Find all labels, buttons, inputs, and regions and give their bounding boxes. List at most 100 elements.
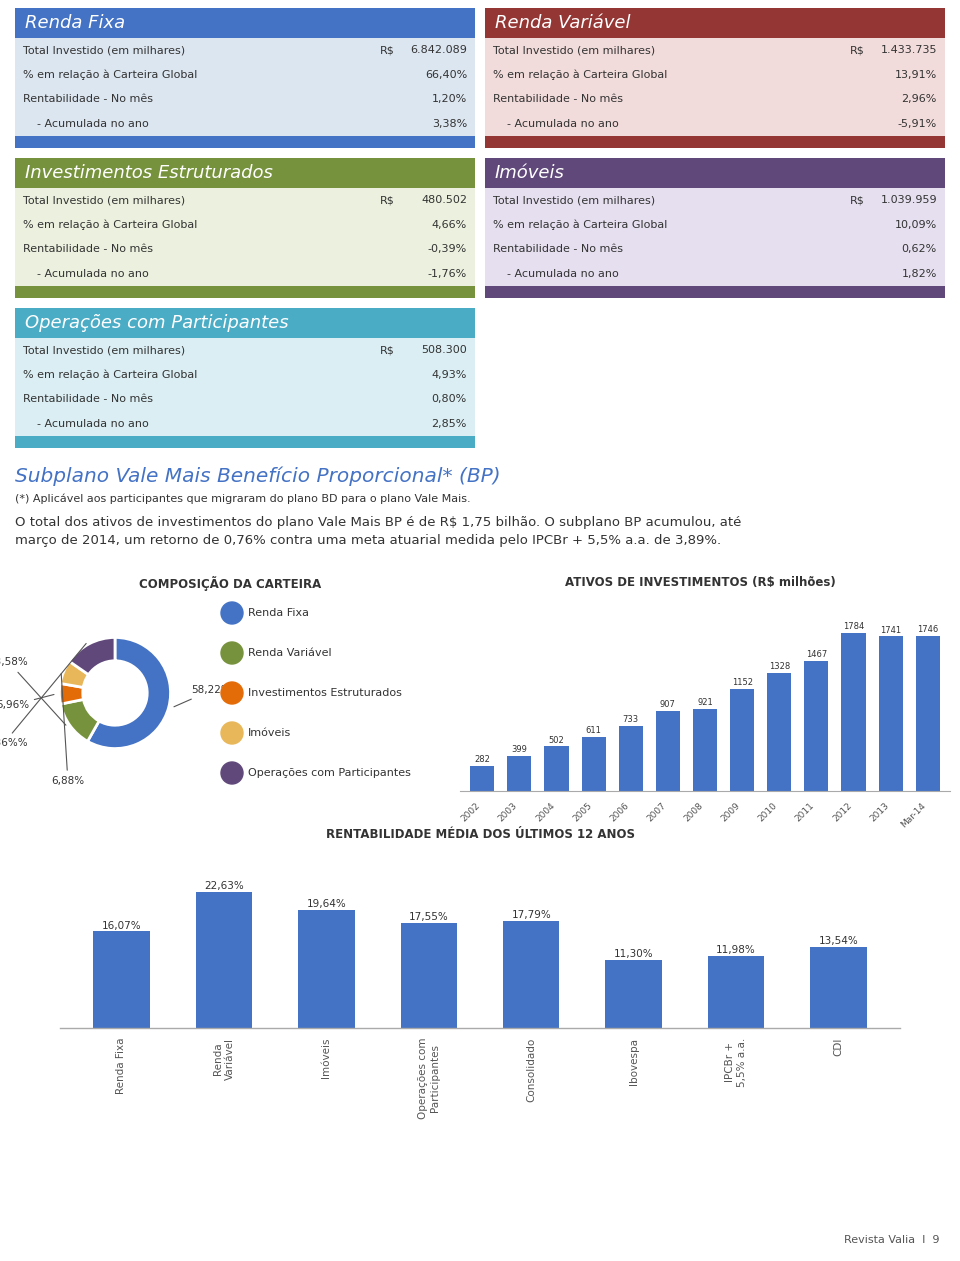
Text: 2,85%: 2,85%	[432, 419, 467, 429]
Text: 4,66%: 4,66%	[432, 219, 467, 230]
Text: 10,09%: 10,09%	[895, 219, 937, 230]
Text: 58,22%: 58,22%	[174, 685, 231, 706]
Circle shape	[221, 723, 243, 744]
Text: 921: 921	[697, 699, 713, 707]
Text: 11,98%: 11,98%	[716, 944, 756, 955]
Text: 17,55%: 17,55%	[409, 912, 448, 922]
Bar	[15, 338, 475, 436]
Text: - Acumulada no ano: - Acumulada no ano	[23, 419, 149, 429]
Bar	[15, 8, 475, 38]
Bar	[693, 709, 717, 791]
Text: 1,82%: 1,82%	[901, 269, 937, 279]
Text: 13,58%: 13,58%	[0, 657, 66, 725]
Text: Renda Variável: Renda Variável	[248, 648, 331, 658]
Text: 907: 907	[660, 700, 676, 709]
Bar	[485, 136, 945, 148]
Bar	[810, 947, 867, 1028]
Text: 1784: 1784	[843, 622, 864, 630]
Text: R$: R$	[380, 45, 395, 55]
Bar	[93, 932, 150, 1028]
Text: Total Investido (em milhares): Total Investido (em milhares)	[23, 195, 185, 206]
Text: 19,64%: 19,64%	[306, 899, 347, 909]
Text: Rentabilidade - No mês: Rentabilidade - No mês	[493, 245, 623, 255]
Bar	[196, 892, 252, 1028]
Wedge shape	[60, 700, 99, 741]
Text: 4,93%: 4,93%	[432, 369, 467, 380]
Text: % em relação à Carteira Global: % em relação à Carteira Global	[23, 219, 198, 230]
Text: -0,39%: -0,39%	[428, 245, 467, 255]
Text: março de 2014, um retorno de 0,76% contra uma meta atuarial medida pelo IPCBr + : março de 2014, um retorno de 0,76% contr…	[15, 533, 721, 547]
Text: 15,36%%: 15,36%%	[0, 643, 86, 748]
Text: 1.039.959: 1.039.959	[880, 195, 937, 206]
Text: 1467: 1467	[805, 649, 827, 660]
Text: -1,76%: -1,76%	[428, 269, 467, 279]
Text: 1741: 1741	[880, 625, 901, 634]
Text: 17,79%: 17,79%	[512, 910, 551, 921]
Text: R$: R$	[850, 45, 865, 55]
Text: 5,96%: 5,96%	[0, 695, 54, 710]
Bar	[916, 636, 940, 791]
Text: 6,88%: 6,88%	[51, 673, 84, 786]
Text: 22,63%: 22,63%	[204, 881, 244, 892]
Text: 13,91%: 13,91%	[895, 69, 937, 79]
Bar	[618, 726, 643, 791]
Bar	[767, 673, 791, 791]
Text: 508.300: 508.300	[421, 346, 467, 356]
Text: - Acumulada no ano: - Acumulada no ano	[23, 269, 149, 279]
Text: % em relação à Carteira Global: % em relação à Carteira Global	[23, 69, 198, 79]
Text: Investimentos Estruturados: Investimentos Estruturados	[248, 689, 402, 699]
Text: Total Investido (em milhares): Total Investido (em milhares)	[493, 195, 655, 206]
Text: Investimentos Estruturados: Investimentos Estruturados	[25, 164, 273, 182]
Text: (*) Aplicável aos participantes que migraram do plano BD para o plano Vale Mais.: (*) Aplicável aos participantes que migr…	[15, 494, 470, 504]
Bar	[878, 637, 902, 791]
Text: ATIVOS DE INVESTIMENTOS (R$ milhões): ATIVOS DE INVESTIMENTOS (R$ milhões)	[564, 576, 835, 589]
Text: 480.502: 480.502	[421, 195, 467, 206]
Circle shape	[221, 762, 243, 784]
Text: COMPOSIÇÃO DA CARTEIRA: COMPOSIÇÃO DA CARTEIRA	[139, 576, 322, 591]
Text: 3,38%: 3,38%	[432, 119, 467, 129]
Text: 1.433.735: 1.433.735	[880, 45, 937, 55]
Text: 502: 502	[549, 735, 564, 745]
Text: 0,62%: 0,62%	[901, 245, 937, 255]
Bar	[15, 188, 475, 286]
Circle shape	[221, 642, 243, 665]
Text: 1328: 1328	[769, 662, 790, 671]
Bar	[485, 286, 945, 298]
Text: Imóveis: Imóveis	[248, 728, 291, 738]
Bar	[507, 755, 532, 791]
Text: O total dos ativos de investimentos do plano Vale Mais BP é de R$ 1,75 bilhão. O: O total dos ativos de investimentos do p…	[15, 516, 741, 530]
Text: Renda Variável: Renda Variável	[495, 14, 631, 32]
Text: Rentabilidade - No mês: Rentabilidade - No mês	[493, 95, 623, 105]
Text: 1746: 1746	[917, 625, 938, 634]
Text: 1,20%: 1,20%	[432, 95, 467, 105]
Circle shape	[221, 601, 243, 624]
Text: Revista Valia  I  9: Revista Valia I 9	[845, 1235, 940, 1245]
Bar	[15, 308, 475, 338]
Text: R$: R$	[850, 195, 865, 206]
Bar	[841, 633, 866, 791]
Bar	[485, 38, 945, 136]
Text: 611: 611	[586, 726, 602, 735]
Bar	[503, 921, 560, 1028]
Bar	[485, 188, 945, 286]
Text: 0,80%: 0,80%	[432, 395, 467, 405]
Wedge shape	[60, 661, 88, 687]
Text: Total Investido (em milhares): Total Investido (em milhares)	[493, 45, 655, 55]
Bar	[708, 956, 764, 1028]
Bar	[299, 910, 354, 1028]
Text: 733: 733	[623, 715, 638, 724]
Bar	[485, 158, 945, 188]
Text: % em relação à Carteira Global: % em relação à Carteira Global	[493, 69, 667, 79]
Text: - Acumulada no ano: - Acumulada no ano	[23, 119, 149, 129]
Text: RENTABILIDADE MÉDIA DOS ÚLTIMOS 12 ANOS: RENTABILIDADE MÉDIA DOS ÚLTIMOS 12 ANOS	[325, 828, 635, 841]
Text: Renda Fixa: Renda Fixa	[25, 14, 125, 32]
Text: Operações com Participantes: Operações com Participantes	[248, 768, 411, 778]
Text: R$: R$	[380, 346, 395, 356]
Text: 399: 399	[512, 745, 527, 754]
Bar	[544, 747, 568, 791]
Text: Imóveis: Imóveis	[495, 164, 564, 182]
Text: 16,07%: 16,07%	[102, 921, 141, 931]
Bar	[15, 436, 475, 448]
Bar	[400, 923, 457, 1028]
Wedge shape	[60, 683, 84, 704]
